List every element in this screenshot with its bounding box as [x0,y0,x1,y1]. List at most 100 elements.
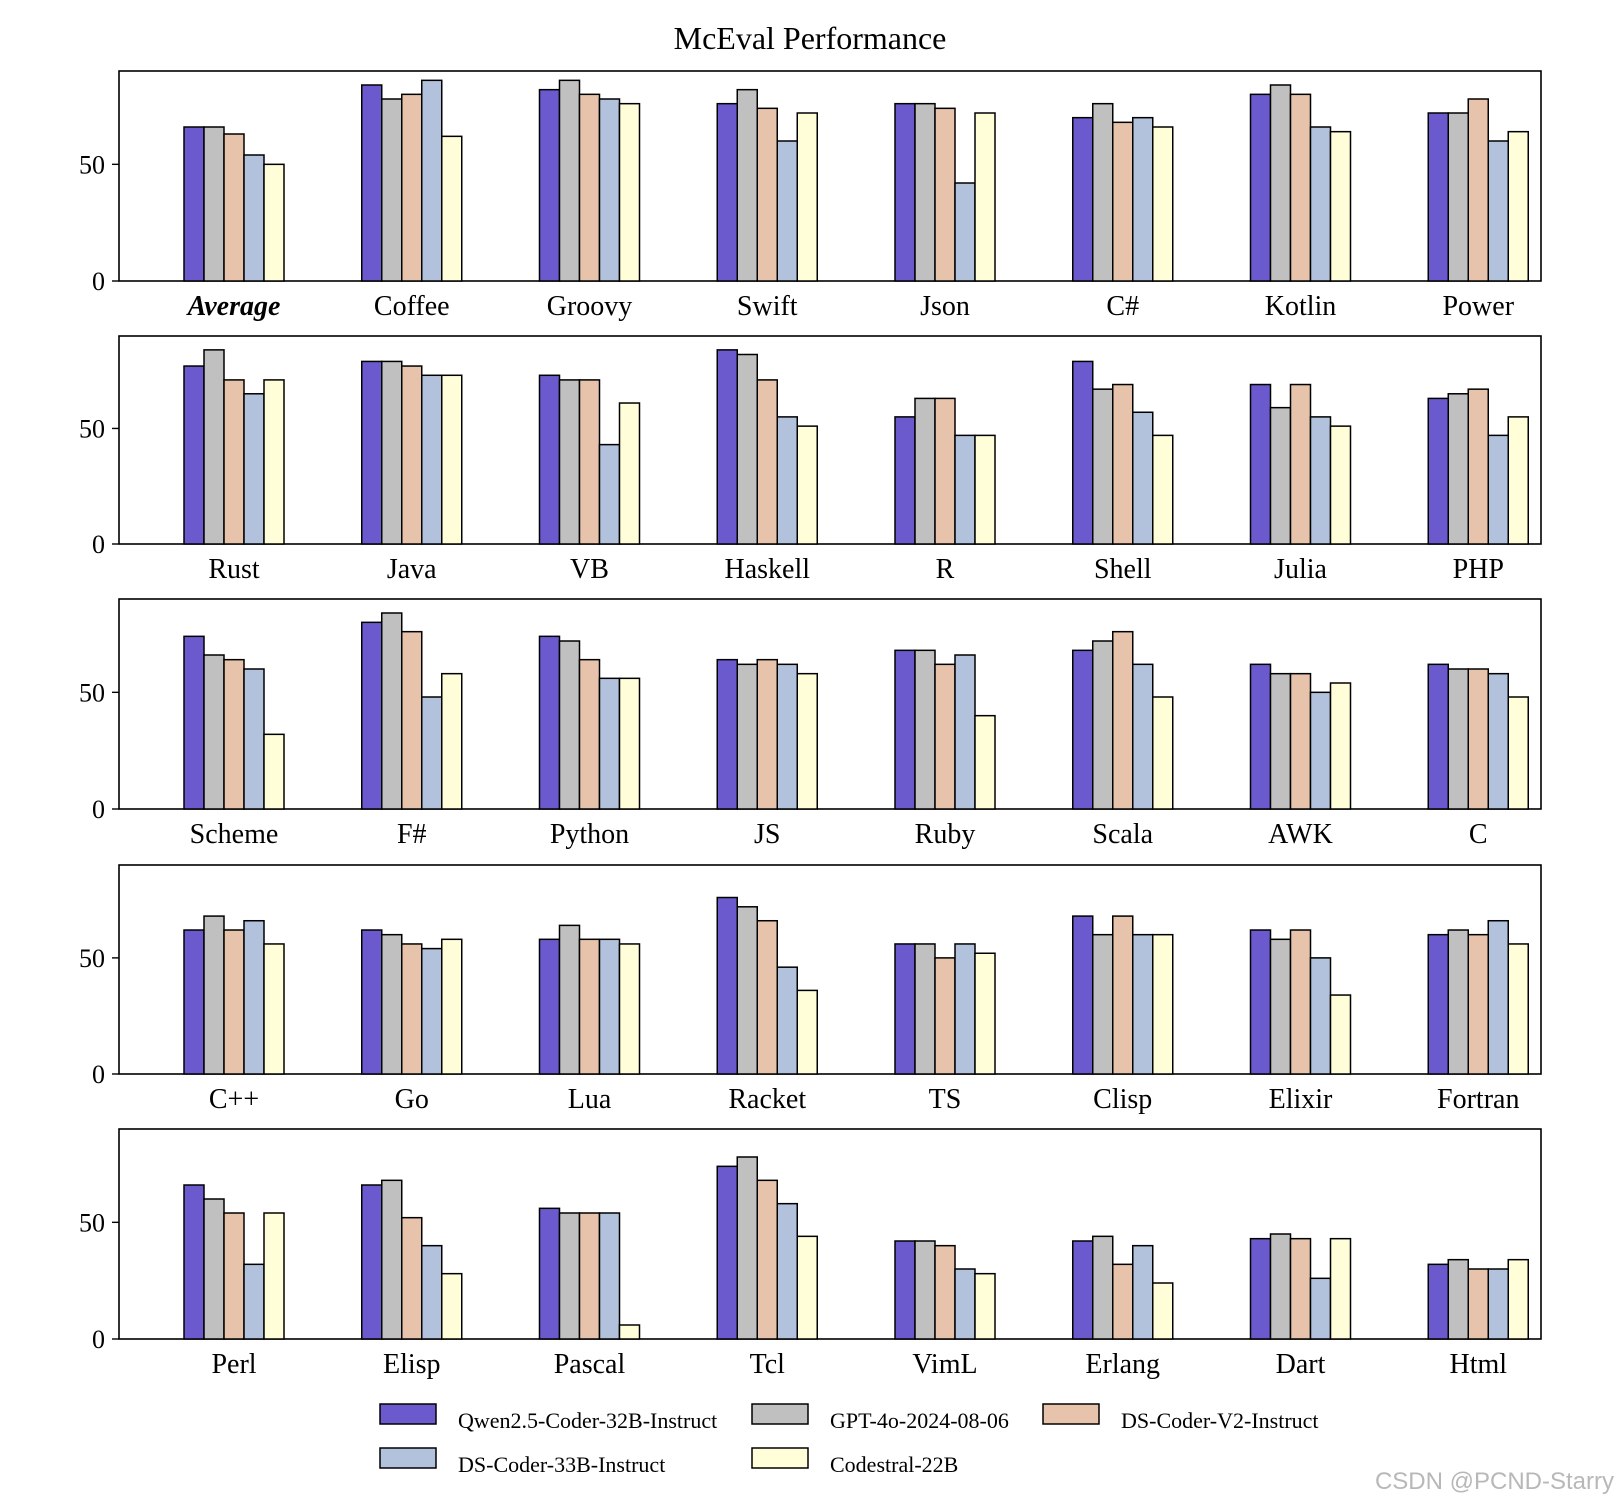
bar [1092,388,1114,545]
category-group-viml: VimL [894,1240,996,1380]
bar [1092,102,1114,282]
category-group-java: Java [361,360,463,585]
category-group-dart: Dart [1249,1233,1352,1380]
bar [1072,116,1094,282]
bar [1467,933,1489,1075]
bar [1507,130,1529,282]
bar [538,374,561,545]
bar [1447,112,1469,282]
category-label: Shell [1094,554,1152,585]
bar [361,621,383,810]
bar [1152,1282,1174,1340]
legend-swatch [751,1403,809,1425]
category-group-json: Json [894,102,996,322]
category-group-f-: F# [361,612,463,850]
y-tick-label: 0 [92,530,105,559]
bar [243,919,265,1075]
category-group-fortran: Fortran [1427,919,1529,1115]
bar [361,929,383,1075]
bar [756,919,778,1075]
bar [1269,938,1292,1075]
bar [1289,93,1312,282]
bar [558,640,581,810]
category-label: F# [397,819,427,850]
bar [203,126,225,282]
y-tick-label: 0 [92,1325,105,1354]
bar [243,393,265,545]
bar [1112,383,1134,545]
bar [203,349,225,545]
bar [1507,696,1529,810]
category-label: Scheme [190,819,279,850]
bar [1507,416,1529,545]
bar [1487,140,1509,282]
bar [1487,919,1509,1075]
bar [1507,943,1529,1075]
bar [894,416,916,545]
bar [1507,1258,1529,1340]
bar [223,133,245,282]
legend-item: DS-Coder-33B-Instruct [379,1447,665,1477]
category-label: AWK [1268,819,1333,850]
watermark: CSDN @PCND-Starry [1374,1468,1614,1495]
category-group-js: JS [716,658,818,850]
bar [618,102,641,282]
bar [1072,649,1094,810]
bar [243,668,265,810]
bar [263,733,285,810]
legend-item: GPT-4o-2024-08-06 [751,1403,1009,1433]
category-group-html: Html [1427,1258,1529,1380]
bar [1289,672,1312,810]
bar [736,906,758,1075]
category-label: Scala [1092,819,1153,850]
bar [1467,98,1489,282]
bar [401,943,423,1075]
bar [1152,434,1174,545]
bar [1112,630,1134,810]
bar [954,434,976,545]
category-group-c: C [1427,663,1529,850]
y-tick-label: 50 [79,1208,105,1237]
panel-4: 0 50 C++ Go Lua Racket TS Clisp Elixir Fortran [79,864,1542,1115]
bar [598,938,621,1075]
category-label: Go [395,1084,429,1115]
category-group-php: PHP [1427,388,1529,585]
bar [954,1268,976,1340]
category-group-lua: Lua [538,924,641,1115]
bar [776,416,798,545]
category-group-awk: AWK [1249,663,1352,850]
legend-label: DS-Coder-V2-Instruct [1121,1408,1319,1433]
bar [776,663,798,810]
category-label: JS [754,819,780,850]
bar [934,1244,956,1340]
category-label: Clisp [1093,1084,1152,1115]
bar [618,943,641,1075]
category-label: Haskell [724,554,810,585]
bar [796,112,818,282]
category-label: VimL [912,1349,977,1380]
bar [954,182,976,282]
category-label: C# [1106,291,1139,322]
y-tick-label: 50 [79,678,105,707]
category-label: Python [550,819,629,850]
bar [1329,682,1352,810]
bar [796,989,818,1075]
category-label: Html [1449,1349,1507,1380]
category-label: Coffee [374,291,450,322]
category-label: Power [1442,291,1514,322]
bar [1309,416,1332,545]
legend-label: Qwen2.5-Coder-32B-Instruct [458,1408,717,1433]
bar [223,1212,245,1340]
bar [756,658,778,810]
bar [1249,663,1272,810]
bar [1427,1263,1449,1340]
bar [578,93,601,282]
bar [578,379,601,545]
category-group-groovy: Groovy [538,79,641,322]
bar [223,658,245,810]
bar [776,966,798,1075]
bar [1447,1258,1469,1340]
bar [598,98,621,282]
bar [894,649,916,810]
y-tick-label: 0 [92,1060,105,1089]
